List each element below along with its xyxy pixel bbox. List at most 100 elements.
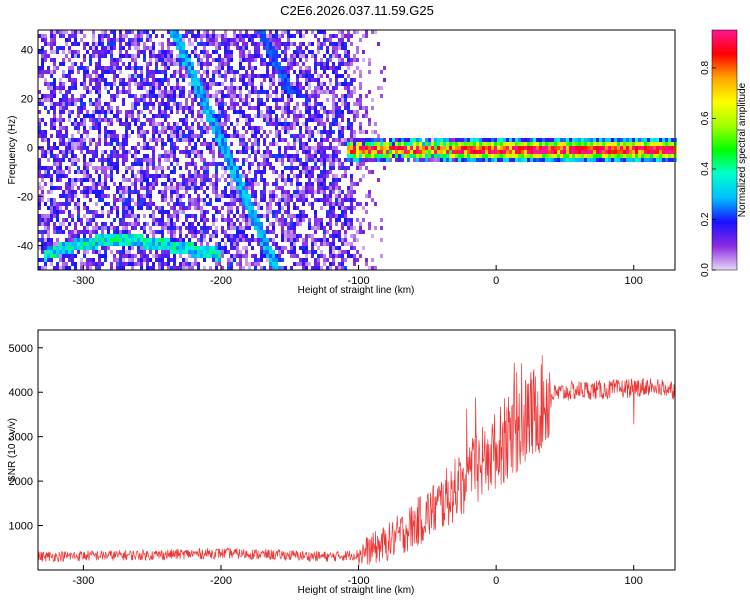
spectrogram-cell [290, 58, 293, 62]
spectrogram-cell [50, 202, 53, 206]
spectrogram-cell [245, 194, 248, 198]
spectrogram-cell [383, 146, 386, 150]
spectrogram-cell [182, 130, 185, 134]
spectrogram-cell [71, 262, 74, 266]
spectrogram-cell [608, 154, 611, 158]
spectrogram-cell [395, 150, 398, 154]
spectrogram-cell [161, 218, 164, 222]
spectrogram-cell [110, 222, 113, 226]
spectrogram-cell [38, 130, 41, 134]
spectrogram-cell [140, 82, 143, 86]
spectrogram-cell [149, 266, 152, 270]
spectrogram-cell [311, 206, 314, 210]
spectrogram-cell [233, 110, 236, 114]
spectrogram-cell [281, 246, 284, 250]
spectrogram-cell [254, 134, 257, 138]
spectrogram-cell [671, 158, 674, 162]
spectrogram-cell [446, 138, 449, 142]
spectrogram-cell [365, 94, 368, 98]
spectrogram-cell [305, 146, 308, 150]
spectrogram-cell [110, 86, 113, 90]
spectrogram-cell [77, 186, 80, 190]
spectrogram-cell [296, 30, 299, 34]
spectrogram-cell [353, 246, 356, 250]
spectrogram-cell [179, 34, 182, 38]
spectrogram-cell [98, 130, 101, 134]
spectrogram-cell [179, 266, 182, 270]
spectrogram-cell [221, 94, 224, 98]
spectrogram-cell [203, 78, 206, 82]
colorbar-tick-label: 0.0 [700, 263, 711, 277]
spectrogram-cell [251, 186, 254, 190]
spectrogram-cell [290, 122, 293, 126]
spectrogram-cell [164, 66, 167, 70]
spectrogram-cell [149, 82, 152, 86]
spectrogram-cell [479, 154, 482, 158]
spectrogram-cell [551, 154, 554, 158]
spectrogram-cell [185, 66, 188, 70]
spectrogram-cell [173, 130, 176, 134]
spectrogram-cell [311, 246, 314, 250]
spectrogram-cell [173, 94, 176, 98]
spectrogram-cell [275, 154, 278, 158]
spectrogram-cell [278, 122, 281, 126]
spectrogram-cell [359, 166, 362, 170]
spectrogram-cell [86, 258, 89, 262]
spectrogram-cell [68, 182, 71, 186]
spectrogram-cell [113, 34, 116, 38]
spectrogram-cell [548, 158, 551, 162]
spectrogram-cell [173, 38, 176, 42]
spectrogram-cell [326, 202, 329, 206]
spectrogram-cell [140, 30, 143, 34]
spectrogram-cell [299, 134, 302, 138]
spectrogram-cell [599, 138, 602, 142]
spectrogram-cell [461, 138, 464, 142]
spectrogram-cell [296, 46, 299, 50]
spectrogram-cell [98, 78, 101, 82]
spectrogram-cell [107, 230, 110, 234]
spectrogram-cell [644, 142, 647, 146]
spectrogram-cell [215, 266, 218, 270]
spectrogram-cell [326, 134, 329, 138]
spectrogram-cell [290, 238, 293, 242]
snr-frame [37, 329, 676, 571]
spectrogram-cell [218, 138, 221, 142]
spectrogram-cell [518, 158, 521, 162]
spectrogram-cell [188, 70, 191, 74]
spectrogram-cell [260, 38, 263, 42]
spectrogram-cell [170, 230, 173, 234]
spectrogram-cell [182, 74, 185, 78]
spectrogram-cell [89, 258, 92, 262]
spectrogram-cell [143, 242, 146, 246]
spectrogram-cell [86, 70, 89, 74]
spectrogram-cell [149, 62, 152, 66]
spectrogram-cell [320, 142, 323, 146]
spectrogram-cell [149, 206, 152, 210]
spectrogram-cell [242, 34, 245, 38]
spectrogram-cell [182, 174, 185, 178]
spectrogram-cell [41, 62, 44, 66]
spectrogram-cell [161, 174, 164, 178]
spectrogram-cell [323, 150, 326, 154]
spectrogram-cell [368, 58, 371, 62]
spectrogram-cell [308, 118, 311, 122]
spectrogram-cell [419, 150, 422, 154]
spectrogram-cell [488, 154, 491, 158]
spectrogram-cell [206, 242, 209, 246]
spectrogram-cell [239, 34, 242, 38]
spectrogram-cell [263, 78, 266, 82]
spectrogram-cell [116, 142, 119, 146]
spectrogram-cell [95, 166, 98, 170]
spectrogram-cell [161, 54, 164, 58]
spectrogram-cell [284, 74, 287, 78]
spectrogram-cell [239, 166, 242, 170]
spectrogram-cell [65, 266, 68, 270]
spectrogram-cell [332, 186, 335, 190]
spectrogram-cell [296, 158, 299, 162]
spectrogram-cell [92, 86, 95, 90]
spectrogram-cell [83, 206, 86, 210]
spectrogram-cell [284, 130, 287, 134]
spectrogram-cell [338, 142, 341, 146]
spectrogram-cell [287, 142, 290, 146]
spectrogram-cell [593, 154, 596, 158]
